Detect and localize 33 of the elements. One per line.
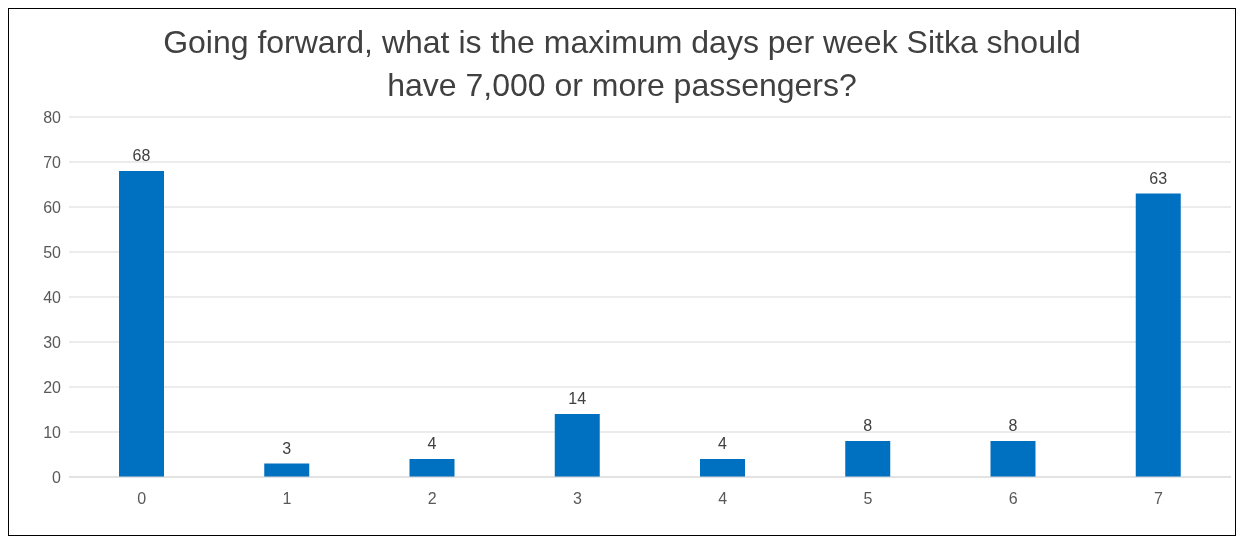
- data-label: 8: [1008, 417, 1018, 434]
- data-label: 14: [568, 390, 587, 407]
- x-tick-label: 0: [137, 490, 147, 508]
- y-tick-label: 0: [52, 468, 62, 486]
- bar: [119, 171, 164, 477]
- x-tick-label: 5: [863, 490, 873, 508]
- x-tick-label: 6: [1008, 490, 1018, 508]
- data-label: 4: [427, 435, 437, 452]
- y-tick-label: 40: [43, 288, 62, 306]
- y-tick-label: 80: [43, 108, 62, 126]
- bar: [409, 459, 455, 477]
- data-label: 3: [282, 439, 292, 457]
- data-label: 68: [132, 147, 151, 164]
- bar: [554, 414, 600, 477]
- chart-title: Going forward, what is the maximum days per week Sitka should have 7,000 or more passengers?: [162, 23, 1082, 105]
- x-tick-label: 1: [282, 490, 292, 508]
- y-tick-label: 20: [43, 378, 62, 396]
- y-tick-label: 70: [43, 153, 62, 171]
- y-tick-label: 30: [43, 333, 62, 351]
- data-label: 4: [718, 435, 728, 452]
- x-tick-label: 4: [718, 490, 728, 508]
- data-label: 63: [1149, 169, 1168, 187]
- x-tick-label: 2: [427, 490, 437, 508]
- bar: [700, 459, 745, 477]
- x-tick-label: 3: [572, 490, 582, 508]
- data-label: 8: [863, 417, 873, 434]
- bar: [845, 441, 891, 477]
- y-tick-label: 50: [43, 243, 62, 261]
- y-tick-label: 60: [43, 198, 62, 216]
- bar: [990, 441, 1036, 477]
- x-tick-label: 7: [1153, 490, 1163, 508]
- y-tick-label: 10: [43, 423, 62, 441]
- bar: [1135, 193, 1181, 477]
